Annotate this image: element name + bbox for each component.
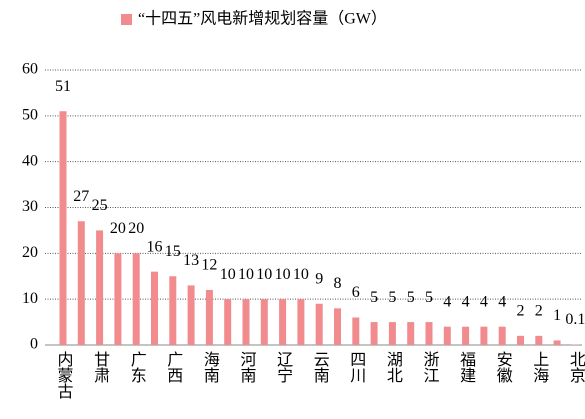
bar bbox=[279, 299, 287, 345]
value-label: 10 bbox=[220, 266, 236, 283]
y-tick-label: 30 bbox=[22, 198, 38, 215]
bar bbox=[242, 299, 250, 345]
bar bbox=[498, 326, 506, 345]
value-label: 4 bbox=[498, 293, 506, 310]
x-tick-label: 浙江 bbox=[421, 351, 440, 383]
value-label: 2 bbox=[517, 303, 525, 320]
bar bbox=[352, 317, 360, 345]
y-tick-label: 0 bbox=[30, 336, 38, 353]
bar bbox=[535, 335, 543, 345]
value-label: 27 bbox=[73, 188, 89, 205]
x-tick-label: 内蒙古 bbox=[55, 351, 74, 399]
value-label: 1 bbox=[553, 307, 561, 324]
value-label: 10 bbox=[256, 266, 272, 283]
value-label: 5 bbox=[425, 289, 433, 306]
y-tick-label: 40 bbox=[22, 152, 38, 169]
bar bbox=[315, 303, 323, 345]
bar bbox=[96, 230, 104, 345]
y-tick-label: 20 bbox=[22, 244, 38, 261]
bar bbox=[553, 340, 561, 345]
x-tick-label: 海南 bbox=[201, 351, 220, 383]
value-label: 16 bbox=[147, 238, 163, 255]
x-tick-label: 云南 bbox=[311, 351, 330, 383]
bar bbox=[334, 308, 341, 345]
y-tick-label: 10 bbox=[22, 290, 38, 307]
value-label: 2 bbox=[535, 303, 543, 320]
x-tick-label: 福建 bbox=[457, 351, 476, 383]
bar bbox=[151, 271, 158, 345]
bar bbox=[480, 326, 488, 345]
value-label: 10 bbox=[238, 266, 254, 283]
value-label: 9 bbox=[315, 270, 323, 287]
value-label: 5 bbox=[388, 289, 396, 306]
value-label: 25 bbox=[92, 197, 108, 214]
value-label: 10 bbox=[293, 266, 309, 283]
value-label: 4 bbox=[443, 293, 451, 310]
x-tick-label: 广东 bbox=[128, 351, 147, 383]
value-label: 15 bbox=[165, 243, 181, 260]
x-tick-label: 河南 bbox=[238, 351, 257, 383]
value-label: 4 bbox=[462, 293, 470, 310]
bar bbox=[187, 285, 195, 345]
bar bbox=[205, 290, 213, 345]
value-label: 51 bbox=[55, 78, 71, 95]
y-tick-label: 50 bbox=[22, 107, 38, 124]
bar bbox=[297, 299, 305, 345]
x-tick-label: 上海 bbox=[530, 351, 549, 383]
bar bbox=[59, 111, 67, 345]
bar bbox=[132, 253, 140, 345]
bar bbox=[169, 276, 177, 345]
value-label: 0.1 bbox=[565, 311, 585, 328]
bar bbox=[443, 326, 451, 345]
bar bbox=[517, 335, 524, 345]
legend-swatch bbox=[121, 14, 132, 25]
y-tick-label: 60 bbox=[22, 61, 38, 78]
value-label: 5 bbox=[407, 289, 415, 306]
value-label: 12 bbox=[201, 257, 217, 274]
x-tick-label: 广西 bbox=[164, 351, 183, 383]
x-tick-label: 四川 bbox=[347, 351, 366, 383]
bar bbox=[260, 299, 268, 345]
bar bbox=[462, 326, 470, 345]
bar bbox=[77, 221, 85, 345]
value-label: 10 bbox=[275, 266, 291, 283]
x-tick-label: 安徽 bbox=[494, 351, 513, 383]
value-label: 20 bbox=[128, 220, 144, 237]
value-label: 8 bbox=[334, 275, 342, 292]
value-label: 5 bbox=[370, 289, 378, 306]
bar bbox=[407, 322, 415, 345]
bar bbox=[425, 322, 433, 345]
x-tick-label: 甘肃 bbox=[91, 351, 110, 383]
value-label: 20 bbox=[110, 220, 126, 237]
value-label: 6 bbox=[352, 284, 360, 301]
legend-label: “十四五”风电新增规划容量（GW） bbox=[138, 10, 387, 28]
x-tick-label: 北京 bbox=[567, 351, 585, 384]
x-tick-label: 湖北 bbox=[384, 351, 403, 383]
bar bbox=[224, 299, 232, 345]
bar bbox=[388, 322, 396, 345]
x-tick-label: 辽宁 bbox=[274, 351, 293, 383]
value-label: 13 bbox=[183, 252, 199, 269]
value-label: 4 bbox=[480, 293, 488, 310]
bar bbox=[370, 322, 378, 345]
bar bbox=[114, 253, 122, 345]
